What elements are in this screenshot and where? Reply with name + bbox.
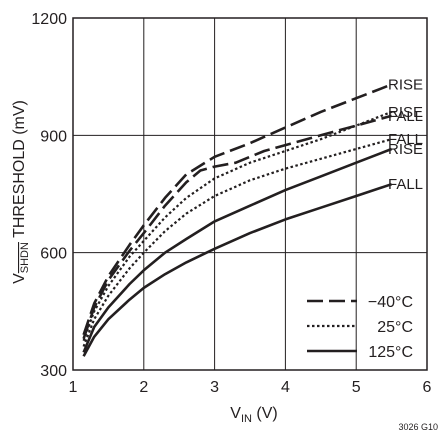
series-line-dashed-fall bbox=[82, 114, 392, 340]
series-line-dotted-rise bbox=[82, 110, 392, 342]
legend-label: −40°C bbox=[368, 294, 413, 311]
y-tick-label: 600 bbox=[40, 246, 67, 263]
legend-label: 125°C bbox=[368, 344, 413, 361]
y-tick-labels: 300 600 900 1200 bbox=[31, 11, 67, 380]
x-axis-label-rest: (V) bbox=[252, 405, 278, 422]
curve-label: RISE bbox=[388, 76, 423, 93]
x-tick-label: 5 bbox=[352, 379, 361, 396]
legend-label: 25°C bbox=[377, 319, 413, 336]
series-line-dotted-fall bbox=[82, 138, 392, 347]
x-tick-label: 1 bbox=[69, 379, 78, 396]
series-line-solid-rise bbox=[82, 147, 393, 353]
y-axis-label: VSHDN THRESHOLD (mV) bbox=[11, 100, 31, 284]
curve-label: FALL bbox=[388, 131, 423, 148]
x-tick-label: 4 bbox=[281, 379, 290, 396]
x-axis-label-main: V bbox=[230, 405, 241, 422]
y-tick-label: 900 bbox=[40, 128, 67, 145]
y-axis-label-main: V bbox=[11, 273, 28, 284]
legend: −40°C 25°C 125°C bbox=[307, 294, 413, 361]
y-tick-label: 300 bbox=[40, 363, 67, 380]
curve-label: FALL bbox=[388, 108, 423, 125]
plot-frame bbox=[72, 17, 428, 371]
curve-label: RISE bbox=[388, 104, 423, 121]
grid bbox=[73, 18, 427, 370]
x-tick-labels: 1 2 3 4 5 6 bbox=[69, 379, 432, 396]
y-axis-label-rest: THRESHOLD (mV) bbox=[11, 100, 28, 242]
series-line-solid-fall bbox=[82, 182, 393, 357]
y-axis-label-sub: SHDN bbox=[19, 242, 31, 273]
x-axis-label-sub: IN bbox=[241, 413, 252, 425]
curve-label: FALL bbox=[388, 176, 423, 193]
figure-id: 3026 G10 bbox=[398, 422, 438, 432]
y-tick-label: 1200 bbox=[31, 11, 67, 28]
x-tick-label: 6 bbox=[423, 379, 432, 396]
x-axis-label: VIN (V) bbox=[230, 405, 277, 425]
curve-label: RISE bbox=[388, 141, 423, 158]
series-line-dashed-rise bbox=[82, 83, 393, 336]
curves bbox=[82, 83, 393, 357]
x-tick-label: 2 bbox=[139, 379, 148, 396]
x-tick-label: 3 bbox=[210, 379, 219, 396]
